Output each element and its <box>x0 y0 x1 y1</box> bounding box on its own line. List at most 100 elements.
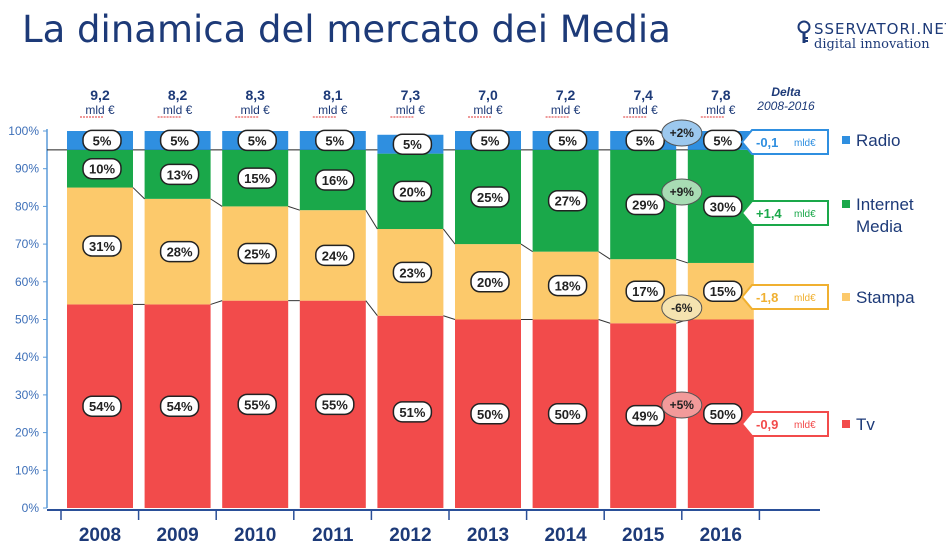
value-label: 16% <box>322 173 348 188</box>
value-label: 20% <box>477 275 503 290</box>
value-label: 15% <box>244 171 270 186</box>
value-label-box <box>315 169 355 191</box>
value-label: 25% <box>244 247 270 262</box>
total-value: 9,2 <box>90 87 110 103</box>
legend-swatch <box>842 420 850 428</box>
value-label-box <box>625 193 665 216</box>
value-label-box <box>470 403 510 425</box>
value-label-box <box>625 129 665 152</box>
value-label-box <box>703 195 743 218</box>
x-tick-label: 2011 <box>312 525 354 546</box>
value-label-box <box>159 163 200 186</box>
total-value: 8,1 <box>323 87 343 103</box>
value-label-box <box>392 401 433 423</box>
value-label: 18% <box>555 279 581 294</box>
growth-bubble <box>661 294 703 322</box>
growth-bubble <box>661 391 703 419</box>
legend-label: Media <box>856 217 903 236</box>
value-label: 23% <box>399 265 425 280</box>
value-label: 5% <box>248 133 267 148</box>
value-label: 5% <box>636 133 655 148</box>
delta-header: Delta <box>771 85 801 99</box>
value-label: 29% <box>632 198 658 213</box>
connector-line <box>520 243 533 253</box>
y-tick-label: 40% <box>15 350 39 364</box>
value-label-box <box>547 129 588 152</box>
connector-line <box>598 319 611 324</box>
growth-bubble <box>661 119 703 147</box>
delta-header-range: 2008-2016 <box>756 99 815 113</box>
legend-label: Radio <box>856 131 900 150</box>
y-tick-label: 80% <box>15 199 39 213</box>
connector-line <box>132 187 145 200</box>
logo-line1: SSERVATORI.NET <box>814 20 946 38</box>
legend-swatch <box>842 200 850 208</box>
total-value: 7,4 <box>633 87 653 103</box>
delta-unit: mld€ <box>794 138 816 149</box>
x-tick-label: 2009 <box>156 525 198 546</box>
value-label-box <box>470 186 510 208</box>
delta-arrow <box>740 129 829 155</box>
legend-label: Internet <box>856 195 914 214</box>
delta-value: +1,4 <box>756 206 782 221</box>
delta-arrow <box>740 200 829 226</box>
value-label: 5% <box>325 133 344 148</box>
y-tick-label: 60% <box>15 275 39 289</box>
value-label-box <box>159 129 200 152</box>
value-label-box <box>547 274 588 297</box>
x-tick-label: 2010 <box>234 525 276 546</box>
logo: SSERVATORI.NET digital innovation <box>796 20 946 52</box>
value-label-box <box>82 235 122 257</box>
connector-line <box>443 315 456 320</box>
x-tick-label: 2014 <box>544 525 587 546</box>
value-label-box <box>470 129 510 152</box>
y-tick-label: 90% <box>15 162 39 176</box>
total-unit: mld € <box>473 103 503 117</box>
value-label-box <box>703 129 743 152</box>
value-label-box <box>315 244 355 267</box>
value-label: 49% <box>632 409 658 424</box>
y-tick-label: 50% <box>15 313 39 327</box>
total-value: 7,2 <box>556 87 576 103</box>
value-label-box <box>82 395 122 417</box>
growth-label: +9% <box>670 185 695 199</box>
growth-label: -6% <box>671 301 693 315</box>
total-unit: mld € <box>241 103 271 117</box>
value-label-box <box>315 393 355 416</box>
value-label-box <box>625 280 665 302</box>
delta-arrow <box>740 284 829 310</box>
total-unit: mld € <box>629 103 659 117</box>
value-label: 54% <box>167 399 193 414</box>
value-label: 5% <box>713 133 732 148</box>
value-label-box <box>82 129 122 152</box>
total-value: 7,0 <box>478 87 498 103</box>
value-label: 15% <box>710 284 736 299</box>
value-label-box <box>237 242 277 265</box>
value-label: 27% <box>555 194 581 209</box>
value-label: 5% <box>403 137 422 152</box>
value-label-box <box>625 404 665 427</box>
value-label: 24% <box>322 248 348 263</box>
value-label: 25% <box>477 190 503 205</box>
value-label: 51% <box>399 405 425 420</box>
value-label-box <box>470 271 510 293</box>
delta-value: -1,8 <box>756 290 778 305</box>
value-label-box <box>159 395 200 417</box>
total-unit: mld € <box>706 103 736 117</box>
x-tick-label: 2015 <box>622 525 665 546</box>
total-value: 8,3 <box>245 87 265 103</box>
y-tick-label: 30% <box>15 388 39 402</box>
delta-unit: mld€ <box>794 209 816 220</box>
connector-line <box>676 258 688 264</box>
value-label: 50% <box>555 407 581 422</box>
value-label-box <box>237 167 277 189</box>
value-label-box <box>392 133 433 155</box>
x-tick-label: 2012 <box>389 525 431 546</box>
growth-label: +5% <box>670 398 695 412</box>
total-value: 7,3 <box>401 87 421 103</box>
value-label-box <box>315 129 355 152</box>
total-unit: mld € <box>396 103 426 117</box>
growth-label: +2% <box>670 126 695 140</box>
delta-value: -0,1 <box>756 135 778 150</box>
